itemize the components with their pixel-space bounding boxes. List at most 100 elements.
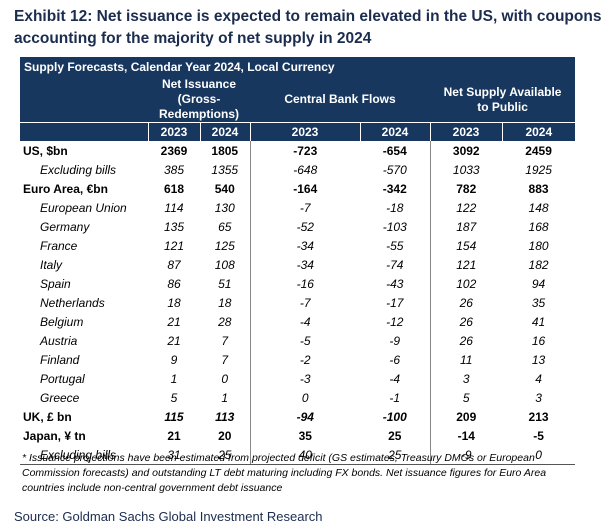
cell-value: 154 (429, 236, 502, 255)
group-header: Net Issuance (Gross-Redemptions) (148, 77, 250, 123)
cell-value: -5 (249, 331, 360, 350)
year-header: 2024 (359, 122, 430, 141)
row-label: Portugal (40, 371, 85, 386)
blank-header (20, 122, 148, 141)
cell-value: 135 (163, 219, 185, 234)
cell-value: -7 (249, 293, 360, 312)
cell-value: 26 (429, 293, 502, 312)
cell-value: -18 (386, 200, 404, 215)
cell-value: -34 (249, 236, 360, 255)
cell-value: 3092 (429, 141, 502, 160)
cell-value: 0 (221, 371, 229, 386)
cell-value: 187 (429, 217, 502, 236)
cell-value: 540 (214, 181, 235, 196)
cell-value: -723 (249, 141, 360, 160)
cell-value: -648 (249, 160, 360, 179)
cell-value: -74 (386, 257, 404, 272)
data-row: US, $bn 2369 1805 -723 -654 3092 2459 (20, 141, 575, 160)
cell-value: -7 (249, 198, 360, 217)
cell-value: -55 (386, 238, 404, 253)
data-row: Spain 86 51 -16 -43 102 94 (20, 274, 575, 293)
cell-value: 16 (531, 333, 546, 348)
cell-value: 21 (167, 428, 181, 443)
cell-value: 108 (214, 257, 235, 272)
row-label: Netherlands (40, 295, 105, 310)
cell-value: -100 (382, 409, 407, 424)
cell-value: -1 (389, 390, 401, 405)
cell-value: 1 (170, 371, 178, 386)
cell-value: 115 (164, 409, 184, 424)
cell-value: -5 (533, 428, 544, 443)
cell-value: 7 (221, 352, 229, 367)
year-header: 2024 (199, 122, 250, 141)
row-label: Greece (40, 390, 80, 405)
cell-value: -4 (389, 371, 401, 386)
cell-value: 121 (429, 255, 502, 274)
cell-value: -570 (382, 162, 407, 177)
cell-value: 28 (218, 314, 232, 329)
cell-value: 51 (218, 276, 232, 291)
cell-value: 21 (167, 314, 181, 329)
cell-value: -43 (386, 276, 404, 291)
supply-table: Supply Forecasts, Calendar Year 2024, Lo… (20, 57, 576, 465)
cell-value: 35 (249, 426, 360, 445)
cell-value: -103 (382, 219, 407, 234)
cell-value: 114 (164, 200, 184, 215)
year-header: 2023 (249, 122, 360, 141)
cell-value: 20 (218, 428, 232, 443)
year-header: 2023 (429, 122, 502, 141)
cell-value: 1355 (211, 162, 239, 177)
cell-value: 1033 (429, 160, 502, 179)
blank-header (20, 77, 148, 123)
table-caption: Supply Forecasts, Calendar Year 2024, Lo… (20, 57, 576, 77)
cell-value: 31 (148, 445, 200, 465)
cell-value: -2 (249, 350, 360, 369)
cell-value: 25 (388, 428, 402, 443)
cell-value: 1925 (525, 162, 552, 177)
cell-value: 7 (221, 333, 229, 348)
data-row: Excluding bills 385 1355 -648 -570 1033 1925 (20, 160, 575, 179)
cell-value: 18 (218, 295, 232, 310)
cell-value: 148 (528, 200, 549, 215)
group-row: Net Issuance (Gross-Redemptions) Central … (20, 77, 576, 123)
data-row: Italy 87 108 -34 -74 121 182 (20, 255, 575, 274)
cell-value: 5 (429, 388, 502, 407)
cell-value: 102 (429, 274, 502, 293)
cell-value: 3 (429, 369, 502, 388)
data-row: Belgium 21 28 -4 -12 26 41 (20, 312, 575, 331)
cell-value: -94 (249, 407, 360, 426)
data-row: Japan, ¥ tn 21 20 35 25 -14 -5 (20, 426, 575, 445)
cell-value: 2369 (160, 143, 188, 158)
cell-value: -14 (429, 426, 502, 445)
row-label: Excluding bills (20, 445, 148, 465)
row-label: UK, £ bn (23, 409, 72, 424)
cell-value: 65 (218, 219, 232, 234)
source: Source: Goldman Sachs Global Investment … (14, 509, 323, 524)
group-header: Net Supply Available to Public (430, 77, 576, 123)
cell-value: -12 (386, 314, 404, 329)
cell-value: 94 (531, 276, 546, 291)
cell-value: -3 (249, 369, 360, 388)
data-row: Finland 9 7 -2 -6 11 13 (20, 350, 575, 369)
data-row: Excluding bills 31 25 40 25 -9 0 (20, 445, 576, 465)
cell-value: 113 (215, 409, 235, 424)
row-label: Excluding bills (40, 162, 117, 177)
cell-value: 35 (531, 295, 546, 310)
data-row: Austria 21 7 -5 -9 26 16 (20, 331, 575, 350)
data-row: Greece 5 1 0 -1 5 3 (20, 388, 575, 407)
cell-value: 26 (429, 331, 502, 350)
row-label: Belgium (40, 314, 84, 329)
cell-value: 18 (167, 295, 181, 310)
data-row: Netherlands 18 18 -7 -17 26 35 (20, 293, 575, 312)
cell-value: 125 (214, 238, 235, 253)
cell-value: 122 (429, 198, 502, 217)
cell-value: 130 (214, 200, 235, 215)
cell-value: -164 (249, 179, 360, 198)
cell-value: -52 (249, 217, 360, 236)
cell-value: 0 (249, 388, 360, 407)
year-header: 2023 (147, 122, 200, 141)
cell-value: -9 (389, 333, 401, 348)
cell-value: 883 (528, 181, 549, 196)
cell-value: 2459 (525, 143, 552, 158)
cell-value: 618 (163, 181, 185, 196)
